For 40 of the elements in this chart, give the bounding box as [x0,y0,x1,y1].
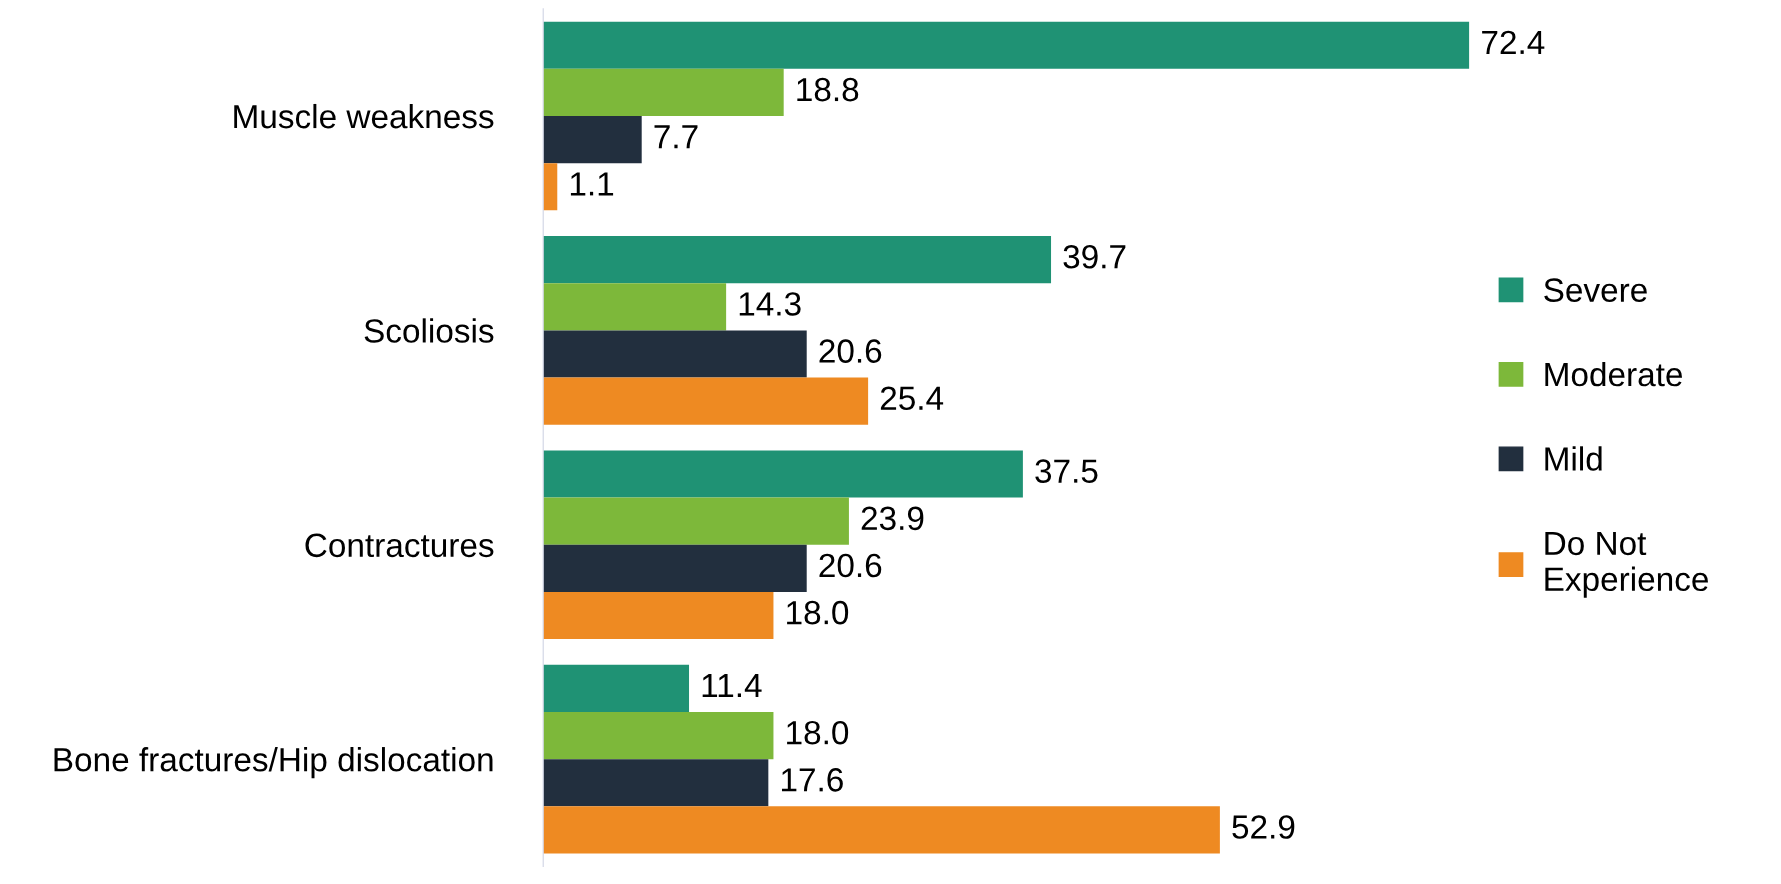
bar [543,283,727,331]
data-label: 20.6 [819,339,882,363]
bar [543,68,784,117]
bar [543,544,807,592]
bar [543,806,1220,854]
data-label: 23.9 [861,506,924,531]
data-label: 11.4 [702,674,762,698]
bar [543,330,807,378]
data-label: 18.0 [787,600,849,625]
data-label: 7.7 [654,125,698,149]
bar [543,497,849,545]
data-label: 25.4 [880,386,944,411]
bar [543,664,690,712]
bar [543,236,1052,284]
bar [543,759,769,807]
data-label: 72.4 [1482,30,1545,54]
bar [543,711,774,760]
data-label: 39.7 [1063,245,1126,269]
y-tick-label: Contractures [305,533,494,558]
bar [543,377,869,425]
bar [543,21,1470,69]
data-label: 14.3 [739,292,801,316]
y-tick-label: Muscle weakness [234,103,494,129]
data-label: 37.5 [1035,459,1098,483]
bar [543,116,642,164]
legend-label: Moderate [1545,361,1682,387]
data-label: 52.9 [1232,815,1295,839]
data-label: 17.6 [781,768,843,792]
y-tick-label: Bone fractures/Hip dislocation [54,747,493,779]
bar [543,163,558,211]
legend-label: Severe [1544,278,1647,302]
data-label: 18.0 [787,720,849,745]
y-tick-label: Scoliosis [364,318,494,343]
bar [543,591,774,640]
legend-label: Mild [1545,446,1602,471]
data-label: 1.1 [570,172,614,196]
bar [543,450,1023,498]
data-label: 20.6 [819,553,882,578]
legend-label: Do Not Experience [1545,531,1708,598]
data-label: 18.8 [797,77,859,102]
